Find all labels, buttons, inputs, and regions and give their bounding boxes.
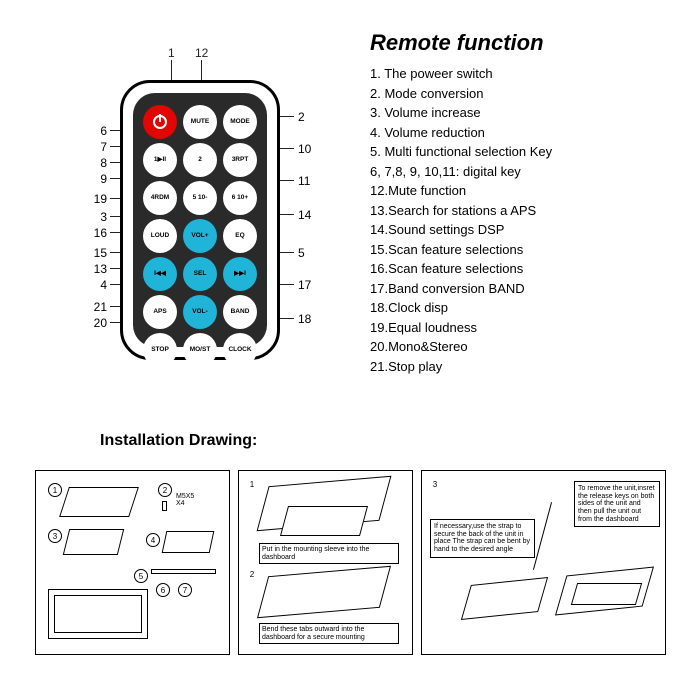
p3-text-right: To remove the unit,insret the release ke… [574, 481, 660, 527]
remote-button: 5 10- [183, 181, 217, 215]
remote-button: CLOCK [223, 333, 257, 367]
function-item: 13.Search for stations a APS [370, 201, 670, 221]
remote-button: EQ [223, 219, 257, 253]
function-title: Remote function [370, 30, 670, 56]
callout-num: 6 [85, 124, 107, 138]
p2-text1: Put in the mounting sleeve into the dash… [259, 543, 399, 564]
remote-button: MO/ST [183, 333, 217, 367]
install-panels: 1 2 M5X5 X4 3 4 5 6 7 1 Put in the mount… [35, 470, 666, 655]
callout-num: 17 [298, 278, 311, 292]
remote-body: MUTEMODE 1▶II23RPT 4RDM5 10-6 10+ LOUDVOL+E… [120, 80, 280, 360]
remote-button: I◀◀ [143, 257, 177, 291]
callout-num: 3 [85, 210, 107, 224]
callout-num: 19 [85, 192, 107, 206]
callout-num: 14 [298, 208, 311, 222]
remote-button: 6 10+ [223, 181, 257, 215]
function-item: 20.Mono&Stereo [370, 337, 670, 357]
callout-num: 10 [298, 142, 311, 156]
remote-button: SEL [183, 257, 217, 291]
function-item: 17.Band conversion BAND [370, 279, 670, 299]
function-items: 1. The poweer switch2. Mode conversion3.… [370, 64, 670, 376]
callout-num: 13 [85, 262, 107, 276]
callout-1: 1 [168, 46, 175, 60]
function-item: 6, 7,8, 9, 10,11: digital key [370, 162, 670, 182]
function-item: 16.Scan feature selections [370, 259, 670, 279]
function-item: 1. The poweer switch [370, 64, 670, 84]
label-4: 4 [146, 533, 160, 547]
screw-note: M5X5 X4 [176, 493, 194, 507]
panel-1: 1 2 M5X5 X4 3 4 5 6 7 [35, 470, 230, 655]
step-1: 1 [245, 477, 259, 491]
function-item: 21.Stop play [370, 357, 670, 377]
label-6: 6 [156, 583, 170, 597]
callout-num: 21 [85, 300, 107, 314]
step-2: 2 [245, 567, 259, 581]
panel-3: 3 If necessary,use the strap to secure t… [421, 470, 666, 655]
function-item: 12.Mute function [370, 181, 670, 201]
panel-2: 1 Put in the mounting sleeve into the da… [238, 470, 413, 655]
function-item: 19.Equal loudness [370, 318, 670, 338]
function-item: 2. Mode conversion [370, 84, 670, 104]
remote-inner: MUTEMODE 1▶II23RPT 4RDM5 10-6 10+ LOUDVOL+E… [133, 93, 267, 347]
remote-diagram: MUTEMODE 1▶II23RPT 4RDM5 10-6 10+ LOUDVOL+E… [120, 80, 280, 360]
remote-button: MUTE [183, 105, 217, 139]
install-title: Installation Drawing: [100, 432, 257, 450]
function-item: 4. Volume reduction [370, 123, 670, 143]
callout-num: 18 [298, 312, 311, 326]
callout-num: 7 [85, 140, 107, 154]
remote-button: 2 [183, 143, 217, 177]
label-5: 5 [134, 569, 148, 583]
remote-button: ▶▶I [223, 257, 257, 291]
remote-button: 3RPT [223, 143, 257, 177]
remote-button: 1▶II [143, 143, 177, 177]
callout-num: 11 [298, 174, 310, 188]
callout-num: 5 [298, 246, 305, 260]
button-grid: MUTEMODE 1▶II23RPT 4RDM5 10-6 10+ LOUDVOL+E… [143, 105, 257, 367]
callout-num: 16 [85, 226, 107, 240]
step-3: 3 [428, 477, 442, 491]
page: 1 12 678919316151342120 210111451718 MUT… [0, 0, 696, 698]
p3-text-left: If necessary,use the strap to secure the… [430, 519, 535, 558]
callout-num: 4 [85, 278, 107, 292]
remote-button: LOUD [143, 219, 177, 253]
label-1: 1 [48, 483, 62, 497]
callout-num: 15 [85, 246, 107, 260]
callout-num: 20 [85, 316, 107, 330]
function-item: 18.Clock disp [370, 298, 670, 318]
callout-num: 2 [298, 110, 305, 124]
remote-button: VOL- [183, 295, 217, 329]
function-item: 3. Volume increase [370, 103, 670, 123]
function-item: 15.Scan feature selections [370, 240, 670, 260]
callout-num: 9 [85, 172, 107, 186]
function-item: 5. Multi functional selection Key [370, 142, 670, 162]
function-list: Remote function 1. The poweer switch2. M… [370, 30, 670, 376]
remote-button: VOL+ [183, 219, 217, 253]
label-2: 2 [158, 483, 172, 497]
p2-text2: Bend these tabs outward into the dashboa… [259, 623, 399, 644]
function-item: 14.Sound settings DSP [370, 220, 670, 240]
label-7: 7 [178, 583, 192, 597]
remote-button: STOP [143, 333, 177, 367]
callout-12: 12 [195, 46, 208, 60]
remote-button: 4RDM [143, 181, 177, 215]
label-3: 3 [48, 529, 62, 543]
remote-button: MODE [223, 105, 257, 139]
remote-button [143, 105, 177, 139]
remote-button: APS [143, 295, 177, 329]
remote-button: BAND [223, 295, 257, 329]
callout-num: 8 [85, 156, 107, 170]
